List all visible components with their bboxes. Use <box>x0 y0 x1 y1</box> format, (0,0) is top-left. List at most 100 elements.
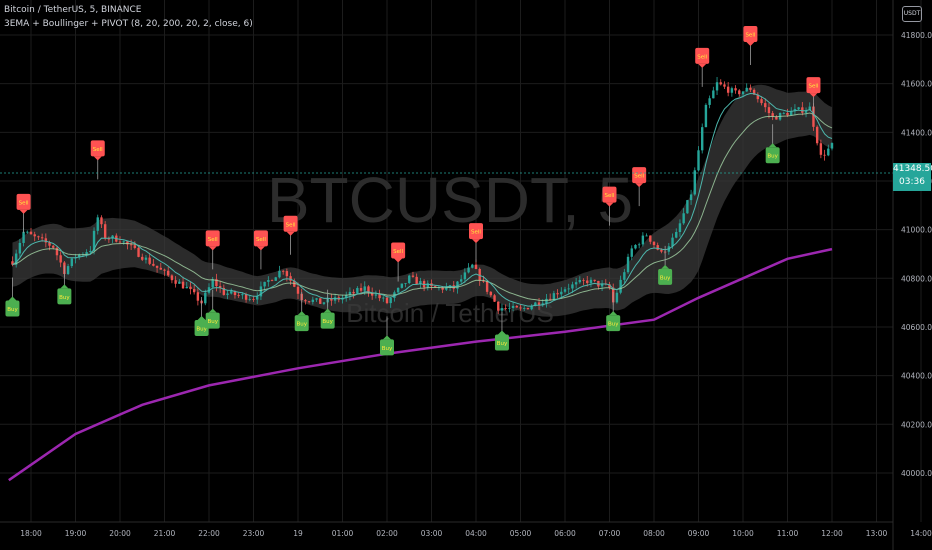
signal-box <box>90 140 105 157</box>
signal-box <box>469 223 483 240</box>
candle-body <box>315 298 318 300</box>
signal-box <box>602 186 617 203</box>
currency-badge[interactable]: USDT <box>902 6 922 22</box>
candle-body <box>374 294 378 296</box>
candle-body <box>233 291 237 296</box>
candle-body <box>11 261 14 265</box>
candle-body <box>185 286 188 289</box>
candle-body <box>278 270 281 278</box>
candle-body <box>267 280 270 282</box>
candle-body <box>103 224 107 239</box>
signal-label: Sell <box>808 84 818 90</box>
buy-signal: Buy <box>194 296 209 336</box>
signal-label: Sell <box>93 147 103 153</box>
candle-body <box>467 267 470 273</box>
x-tick-label: 14:00 <box>910 529 932 538</box>
candle-body <box>537 302 541 306</box>
candle-body <box>270 280 274 281</box>
candle-body <box>37 236 40 238</box>
candle-body <box>567 288 570 290</box>
x-tick-label: 03:00 <box>421 529 443 538</box>
candle-body <box>582 279 585 281</box>
candle-body <box>59 255 62 263</box>
candle-body <box>256 296 259 300</box>
candle-body <box>790 111 793 116</box>
watermark-symbol: BTCUSDT, 5 <box>267 164 633 236</box>
x-tick-label: 06:00 <box>554 529 576 538</box>
candle-body <box>523 308 526 309</box>
signal-label: Sell <box>256 237 266 243</box>
candle-body <box>107 238 111 240</box>
price-axis[interactable]: 41800.0041600.0041400.0041200.0041000.00… <box>892 0 932 550</box>
candle-body <box>500 308 504 311</box>
candle-body <box>660 249 663 252</box>
x-tick-label: 19:00 <box>65 529 87 538</box>
candle-body <box>196 292 200 301</box>
candle-body <box>645 235 648 237</box>
candle-body <box>552 293 556 300</box>
candle-body <box>715 82 719 91</box>
candle-body <box>281 270 285 272</box>
candle-body <box>489 291 493 296</box>
y-tick-label: 41000.00 <box>901 226 932 235</box>
sell-signal: Sell <box>469 223 483 263</box>
candle-body <box>775 116 778 120</box>
candle-body <box>48 242 51 246</box>
candle-body <box>515 305 518 308</box>
candle-body <box>734 88 737 91</box>
candle-body <box>222 287 226 295</box>
signal-label: Buy <box>207 319 218 325</box>
signal-pointer <box>323 308 332 313</box>
candle-body <box>330 298 333 301</box>
signal-label: Sell <box>286 222 296 228</box>
buy-signal: Buy <box>57 265 72 305</box>
candle-body <box>92 230 96 251</box>
bollinger-fill <box>12 84 832 317</box>
signal-pointer <box>19 209 28 214</box>
candle-body <box>560 291 563 295</box>
time-axis[interactable]: 18:00 19:00 20:00 21:00 22:00 23:00 19 01:00 02:… <box>0 521 932 538</box>
candle-body <box>382 297 385 299</box>
candle-body <box>263 281 266 287</box>
candle-body <box>682 213 685 224</box>
signal-box <box>658 268 673 285</box>
candle-body <box>78 254 81 258</box>
signal-pointer <box>635 183 644 188</box>
candle-body <box>148 257 151 264</box>
bollinger-band <box>12 84 832 317</box>
candle-body <box>497 301 500 311</box>
candle-body <box>70 258 73 267</box>
indicator-legend[interactable]: 3EMA + Boullinger + PIVOT (8, 20, 200, 2… <box>4 19 253 29</box>
candle-body <box>608 284 611 288</box>
candle-body <box>259 286 263 297</box>
y-tick-label: 41600.00 <box>901 80 932 89</box>
candle-body <box>534 302 537 307</box>
candle-body <box>804 110 808 113</box>
signal-box <box>806 77 821 94</box>
candle-body <box>244 294 248 300</box>
candle-body <box>204 292 207 304</box>
signal-label: Sell <box>393 249 403 255</box>
buy-signal: Buy <box>658 245 673 285</box>
candle-body <box>589 279 593 284</box>
signal-pointer <box>60 284 69 289</box>
sell-signal: Sell <box>205 230 220 270</box>
candle-body <box>697 150 700 171</box>
candle-body <box>793 109 797 112</box>
candle-body <box>55 247 59 256</box>
ema-200-line <box>8 247 833 482</box>
signal-label: Buy <box>608 322 619 328</box>
candle-body <box>623 272 626 280</box>
x-tick-label: 01:00 <box>332 529 354 538</box>
signal-box <box>5 300 20 317</box>
candle-body <box>578 279 582 283</box>
candle-body <box>181 281 185 289</box>
candle-body <box>723 84 726 87</box>
candle-body <box>485 281 489 292</box>
candle-body <box>18 242 22 254</box>
candle-body <box>400 283 404 288</box>
x-tick-label: 22:00 <box>198 529 220 538</box>
candle-body <box>712 90 715 99</box>
candle-body <box>752 89 756 95</box>
